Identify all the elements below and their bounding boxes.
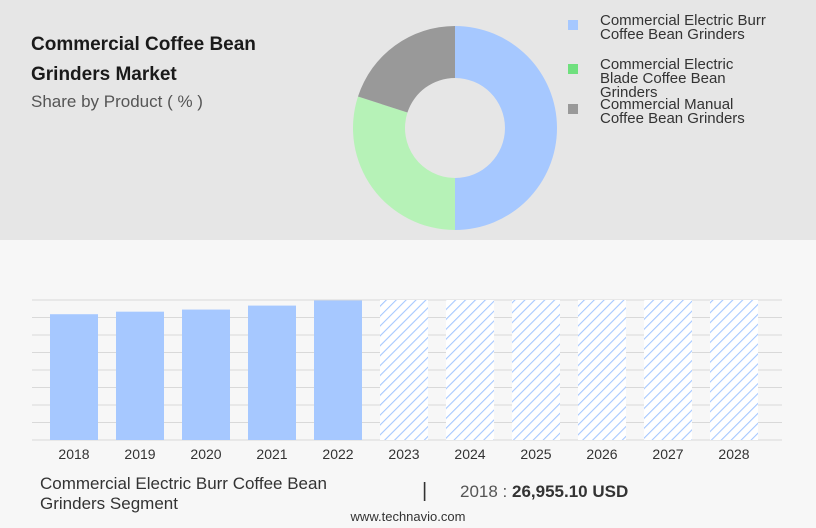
x-tick-label: 2019 bbox=[124, 446, 155, 462]
legend-label-line: Commercial Electric bbox=[600, 56, 734, 73]
bar-2022 bbox=[314, 300, 362, 440]
x-tick-label: 2025 bbox=[520, 446, 551, 462]
x-tick-label: 2027 bbox=[652, 446, 683, 462]
x-tick-label: 2024 bbox=[454, 446, 485, 462]
segment-label-line: Grinders Segment bbox=[40, 494, 178, 513]
legend-swatch-electric-blade bbox=[568, 64, 578, 74]
donut-slice-1 bbox=[455, 26, 557, 230]
x-tick-label: 2020 bbox=[190, 446, 221, 462]
forecast-bar-2024 bbox=[446, 300, 494, 440]
legend-label-line: Commercial Electric Burr bbox=[600, 12, 766, 29]
x-tick-label: 2023 bbox=[388, 446, 419, 462]
title-line-1: Commercial Coffee Bean bbox=[31, 34, 256, 55]
donut-slice-3 bbox=[357, 26, 455, 113]
segment-label-line: Commercial Electric Burr Coffee Bean bbox=[40, 474, 327, 493]
legend-swatch-manual bbox=[568, 104, 578, 114]
donut-slice-2 bbox=[352, 96, 455, 230]
segment-label: Commercial Electric Burr Coffee Bean Gri… bbox=[40, 474, 410, 514]
forecast-bar-2023 bbox=[380, 300, 428, 440]
segment-year: 2018 : bbox=[460, 482, 508, 501]
x-tick-label: 2022 bbox=[322, 446, 353, 462]
legend-label-manual: Commercial Manual Coffee Bean Grinders bbox=[600, 96, 805, 127]
bar-chart: 2018 2019 2020 2021 2022 2023 2024 2025 2026 2027… bbox=[32, 299, 782, 462]
bar-2020 bbox=[182, 309, 230, 440]
bar-2018 bbox=[50, 314, 98, 440]
title-line-2: Grinders Market bbox=[31, 64, 177, 85]
footer-source: www.technavio.com bbox=[350, 509, 466, 524]
x-tick-label: 2028 bbox=[718, 446, 749, 462]
chart-subtitle: Share by Product ( % ) bbox=[31, 92, 203, 111]
legend-label-electric-burr: Commercial Electric Burr Coffee Bean Gri… bbox=[600, 12, 805, 43]
x-tick-label: 2018 bbox=[58, 446, 89, 462]
bar-2019 bbox=[116, 311, 164, 440]
segment-value-summary: 2018 : 26,955.10 USD bbox=[460, 482, 628, 502]
legend-label-line: Coffee Bean Grinders bbox=[600, 110, 745, 127]
forecast-bar-2026 bbox=[578, 300, 626, 440]
legend-swatch-electric-burr bbox=[568, 20, 578, 30]
x-tick-label: 2026 bbox=[586, 446, 617, 462]
forecast-bar-2028 bbox=[710, 300, 758, 440]
legend-label-line: Commercial Manual bbox=[600, 96, 734, 113]
legend-label-line: Grinders bbox=[600, 84, 658, 101]
segment-value: 26,955.10 USD bbox=[512, 482, 629, 501]
x-tick-label: 2021 bbox=[256, 446, 287, 462]
divider: | bbox=[422, 480, 428, 502]
legend-label-line: Coffee Bean Grinders bbox=[600, 26, 745, 43]
donut-chart bbox=[352, 26, 557, 230]
legend-label-electric-blade: Commercial Electric Blade Coffee Bean Gr… bbox=[600, 56, 805, 101]
forecast-bar-2025 bbox=[512, 300, 560, 440]
forecast-bar-2027 bbox=[644, 300, 692, 440]
legend-label-line: Blade Coffee Bean bbox=[600, 70, 726, 87]
bar-2021 bbox=[248, 305, 296, 440]
chart-title: Commercial Coffee Bean Grinders Market bbox=[31, 30, 331, 90]
